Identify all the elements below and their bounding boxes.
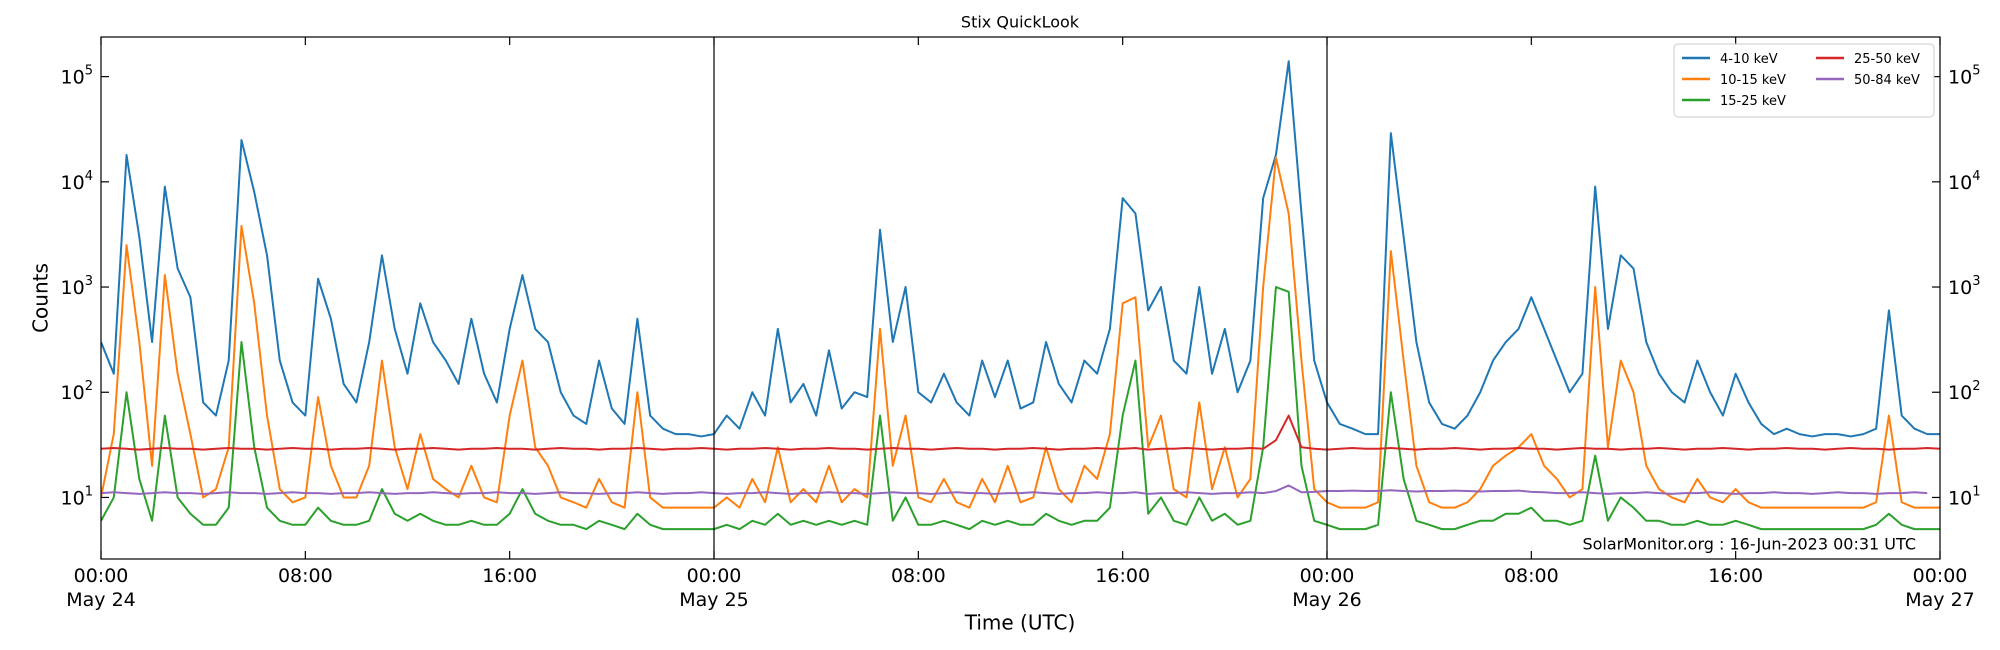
x-tick-label: 00:00 May 27	[1905, 565, 1975, 611]
legend-box	[1673, 43, 1935, 118]
data-line	[101, 286, 1940, 531]
axes-layer: 00:00 May 24 08:00 16:00 00:00 May 25 08:00 16:…	[61, 36, 1980, 611]
legend: 4-10 keV 10-15 keV 15-25 keV 25-50 keV 50-84…	[1673, 43, 1935, 118]
y-tick-label: 103	[1948, 274, 1980, 299]
legend-label: 50-84 keV	[1854, 73, 1920, 88]
y-tick-label: 105	[1948, 64, 1980, 89]
y-tick-label: 105	[61, 64, 93, 89]
y-tick-label: 103	[61, 274, 93, 299]
legend-label: 25-50 keV	[1854, 52, 1920, 67]
x-tick-label: 00:00 May 25	[679, 565, 749, 611]
chart-title: Stix QuickLook	[961, 13, 1080, 32]
legend-label: 4-10 keV	[1720, 52, 1778, 67]
y-tick-label: 104	[61, 169, 93, 194]
x-tick-label: 16:00	[1708, 565, 1763, 587]
data-line	[101, 484, 1928, 495]
x-tick-label: 08:00	[1504, 565, 1559, 587]
x-tick-label: 16:00	[482, 565, 537, 587]
annotation: SolarMonitor.org : 16-Jun-2023 00:31 UTC	[1582, 535, 1916, 554]
x-tick-label: 08:00	[278, 565, 333, 587]
x-tick-label: 00:00 May 26	[1292, 565, 1362, 611]
y-tick-label: 101	[61, 484, 93, 509]
plot-frame	[100, 36, 1941, 560]
y-axis-label: Counts	[29, 263, 53, 333]
legend-label: 15-25 keV	[1720, 94, 1786, 109]
legend-label: 10-15 keV	[1720, 73, 1786, 88]
series-layer	[101, 60, 1940, 531]
x-tick-label: 08:00	[891, 565, 946, 587]
y-tick-label: 104	[1948, 169, 1980, 194]
data-line	[101, 60, 1940, 438]
y-tick-label: 102	[61, 379, 93, 404]
x-tick-label: 00:00 May 24	[66, 565, 136, 611]
y-tick-label: 102	[1948, 379, 1980, 404]
data-line	[101, 156, 1940, 509]
x-axis-label: Time (UTC)	[964, 611, 1076, 635]
x-tick-label: 16:00	[1095, 565, 1150, 587]
y-tick-label: 101	[1948, 484, 1980, 509]
data-line	[101, 414, 1940, 451]
